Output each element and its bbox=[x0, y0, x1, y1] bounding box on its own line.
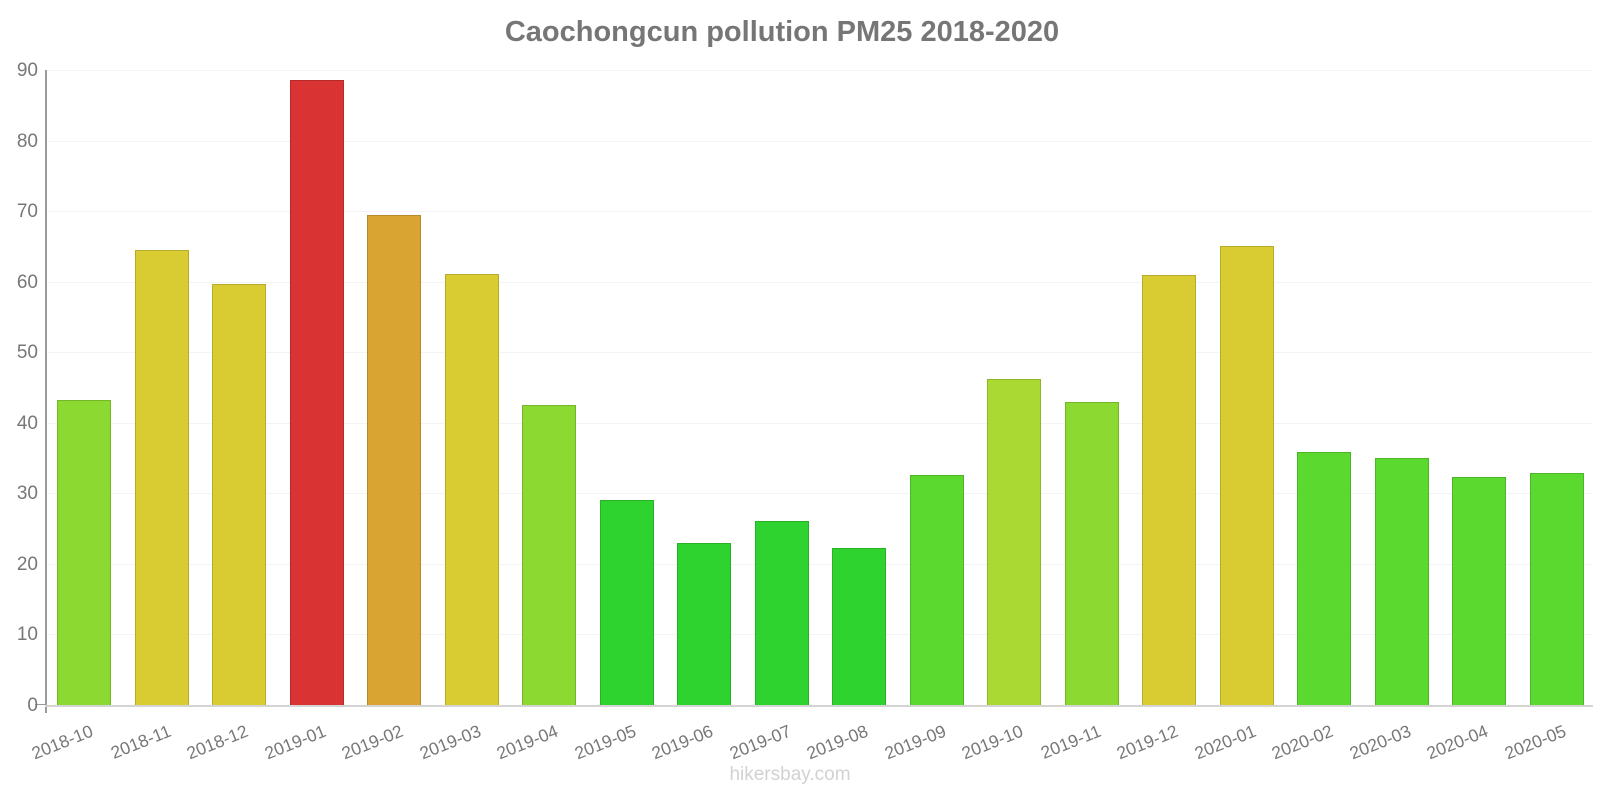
bar-2019-03[interactable] bbox=[444, 273, 499, 705]
gridline-90 bbox=[45, 70, 1593, 71]
x-axis-line bbox=[45, 705, 1593, 707]
bar-2019-09[interactable] bbox=[909, 474, 964, 705]
bar-2019-08[interactable] bbox=[832, 548, 886, 705]
gridline-50 bbox=[45, 352, 1593, 354]
bar-2018-11[interactable] bbox=[134, 249, 189, 705]
gridline-30 bbox=[45, 493, 1593, 495]
bar-2019-04[interactable] bbox=[522, 405, 576, 705]
gridline-10 bbox=[45, 634, 1593, 636]
y-tick-label-20: 20 bbox=[16, 553, 38, 575]
y-tick-label-90: 90 bbox=[16, 60, 38, 81]
bar-2019-11[interactable] bbox=[1064, 401, 1119, 705]
bar-2020-04[interactable] bbox=[1452, 477, 1506, 705]
bar-2019-02[interactable] bbox=[367, 214, 421, 705]
bar-2020-05[interactable] bbox=[1529, 472, 1584, 705]
watermark: hikersbay.com bbox=[729, 764, 851, 785]
bar-2020-02[interactable] bbox=[1297, 451, 1351, 705]
gridline-40 bbox=[45, 422, 1593, 424]
y-tick-label-40: 40 bbox=[16, 412, 38, 434]
bar-2019-06[interactable] bbox=[677, 542, 731, 705]
bar-2019-05[interactable] bbox=[599, 500, 654, 705]
bar-2019-12[interactable] bbox=[1142, 275, 1196, 705]
bar-2020-03[interactable] bbox=[1374, 458, 1429, 705]
bar-2018-10[interactable] bbox=[57, 400, 111, 705]
plot-area: 0 10 20 30 40 50 60 70 80 90 2018-10 2018-11 2018-12… bbox=[17, 61, 1593, 763]
y-tick-label-0: 0 bbox=[27, 695, 38, 716]
bar-2018-12[interactable] bbox=[212, 283, 266, 705]
y-tick-label-10: 10 bbox=[16, 624, 38, 646]
gridline-60 bbox=[45, 281, 1593, 283]
y-tick-label-30: 30 bbox=[16, 483, 38, 505]
gridline-80 bbox=[45, 140, 1593, 142]
y-axis-line bbox=[45, 70, 47, 713]
bar-2019-07[interactable] bbox=[754, 520, 809, 705]
y-tick-label-60: 60 bbox=[16, 271, 38, 293]
bar-2020-01[interactable] bbox=[1219, 246, 1274, 705]
y-axis-zero-tick bbox=[35, 704, 45, 705]
gridline-70 bbox=[45, 211, 1593, 213]
bar-2019-01[interactable] bbox=[289, 79, 344, 705]
bar-2019-10[interactable] bbox=[987, 379, 1041, 705]
y-tick-label-80: 80 bbox=[16, 130, 38, 152]
gridline-20 bbox=[45, 563, 1593, 565]
y-tick-label-70: 70 bbox=[16, 201, 38, 223]
y-tick-label-50: 50 bbox=[16, 342, 38, 364]
chart-title: Caochongcun pollution PM25 2018-2020 bbox=[504, 16, 1060, 48]
